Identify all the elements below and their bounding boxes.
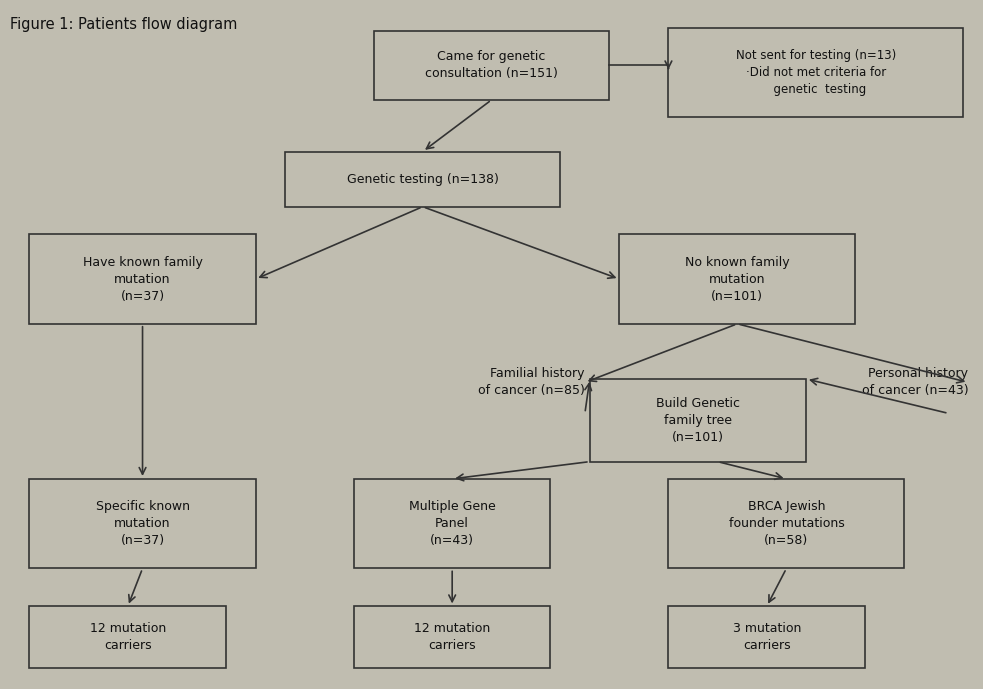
- FancyBboxPatch shape: [29, 234, 256, 324]
- Text: Not sent for testing (n=13)
·Did not met criteria for
  genetic  testing: Not sent for testing (n=13) ·Did not met…: [735, 49, 896, 96]
- FancyBboxPatch shape: [354, 479, 550, 568]
- FancyBboxPatch shape: [668, 606, 865, 668]
- FancyBboxPatch shape: [29, 479, 256, 568]
- Text: Figure 1: Patients flow diagram: Figure 1: Patients flow diagram: [10, 17, 237, 32]
- FancyBboxPatch shape: [668, 28, 963, 117]
- Text: 12 mutation
carriers: 12 mutation carriers: [89, 622, 166, 652]
- FancyBboxPatch shape: [374, 31, 609, 100]
- Text: Build Genetic
family tree
(n=101): Build Genetic family tree (n=101): [656, 397, 740, 444]
- Text: Came for genetic
consultation (n=151): Came for genetic consultation (n=151): [425, 50, 558, 81]
- Text: BRCA Jewish
founder mutations
(n=58): BRCA Jewish founder mutations (n=58): [728, 500, 844, 547]
- FancyBboxPatch shape: [354, 606, 550, 668]
- FancyBboxPatch shape: [619, 234, 855, 324]
- Text: 3 mutation
carriers: 3 mutation carriers: [732, 622, 801, 652]
- Text: Specific known
mutation
(n=37): Specific known mutation (n=37): [95, 500, 190, 547]
- FancyBboxPatch shape: [590, 379, 806, 462]
- Text: No known family
mutation
(n=101): No known family mutation (n=101): [685, 256, 789, 302]
- Text: Genetic testing (n=138): Genetic testing (n=138): [347, 173, 498, 185]
- FancyBboxPatch shape: [668, 479, 904, 568]
- FancyBboxPatch shape: [285, 152, 560, 207]
- Text: Have known family
mutation
(n=37): Have known family mutation (n=37): [83, 256, 202, 302]
- Text: Multiple Gene
Panel
(n=43): Multiple Gene Panel (n=43): [409, 500, 495, 547]
- Text: 12 mutation
carriers: 12 mutation carriers: [414, 622, 491, 652]
- Text: Familial history
of cancer (n=85): Familial history of cancer (n=85): [478, 367, 585, 398]
- FancyBboxPatch shape: [29, 606, 226, 668]
- Text: Personal history
of cancer (n=43): Personal history of cancer (n=43): [862, 367, 968, 398]
